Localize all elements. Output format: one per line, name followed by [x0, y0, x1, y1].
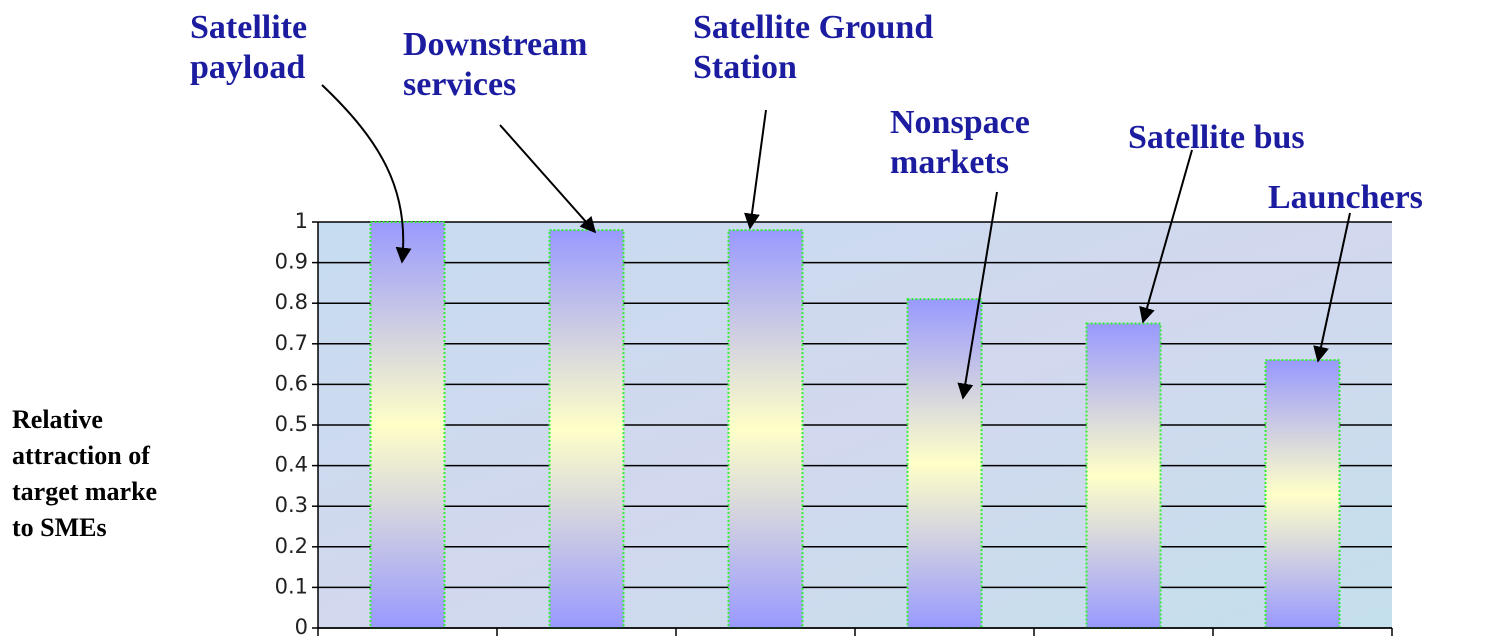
y-tick-label: 0.7 — [275, 331, 308, 355]
bar — [548, 229, 625, 629]
y-tick-label: 0.5 — [275, 412, 308, 436]
annotation-arrow — [499, 124, 597, 234]
bar — [369, 221, 446, 629]
y-tick-label: 0.9 — [275, 250, 308, 274]
category-label: Downstream services — [403, 26, 588, 103]
y-tick-label: 0.6 — [275, 371, 308, 395]
bar — [727, 229, 804, 629]
annotation-arrow — [957, 191, 998, 400]
annotation-arrow — [744, 109, 767, 230]
y-tick-label: 0.4 — [275, 453, 308, 477]
annotation-arrow — [1313, 212, 1351, 363]
y-tick-label: 0.2 — [275, 534, 308, 558]
y-tick-label: 0.1 — [275, 574, 308, 598]
category-label: Launchers — [1268, 179, 1423, 216]
bar — [1085, 322, 1162, 629]
y-tick-label: 0 — [295, 615, 308, 638]
annotation-arrow — [321, 84, 412, 264]
category-label: Nonspace markets — [890, 104, 1030, 181]
bar — [906, 298, 983, 629]
y-tick-label: 0.8 — [275, 290, 308, 314]
annotation-arrow — [1139, 149, 1193, 324]
bar — [1264, 359, 1341, 629]
y-axis-label: Relative attraction of target marke to S… — [12, 405, 158, 542]
category-label: Satellite bus — [1128, 119, 1305, 156]
category-label: Satellite payload — [190, 9, 308, 86]
y-tick-label: 0.3 — [275, 493, 308, 517]
category-label: Satellite Ground Station — [693, 9, 934, 86]
y-tick-label: 1 — [295, 209, 308, 233]
